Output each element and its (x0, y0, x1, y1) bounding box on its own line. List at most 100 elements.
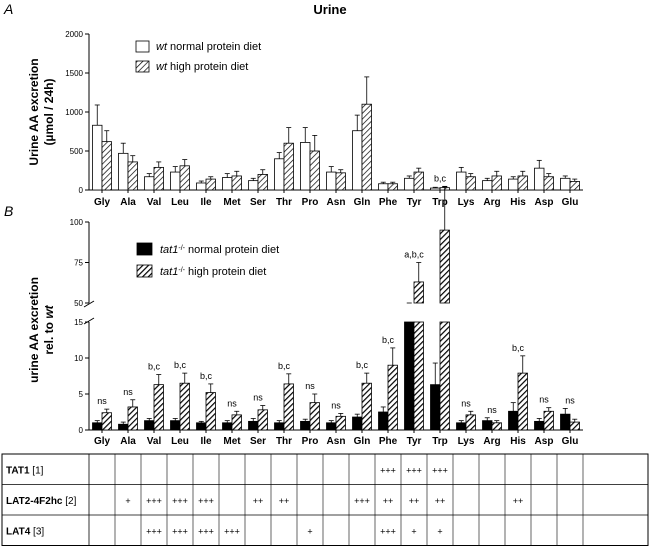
chart-b-axis-break (83, 317, 95, 325)
table-cell: +++ (172, 496, 188, 506)
chart-b-category-label: Lys (458, 436, 475, 447)
chart-b-significance-label: a,b,c (404, 250, 424, 260)
chart-b-bar-series-1 (491, 422, 502, 431)
chart-b-bar-series-1 (387, 364, 398, 431)
chart-b-significance-label: b,c (434, 173, 447, 183)
table-cell: + (437, 526, 442, 536)
chart-a-bar-series-1 (257, 173, 268, 191)
chart-a-bar-series-0 (170, 171, 181, 191)
chart-b-ytick-label: 5 (79, 390, 84, 399)
chart-a-bar-series-0 (378, 183, 389, 191)
chart-b-bar-series-0 (404, 321, 415, 431)
chart-b-ytick-label: 100 (70, 218, 84, 227)
chart-a-legend-swatch (135, 40, 150, 53)
chart-a-category-label: Asp (535, 197, 554, 208)
chart-b-category-label: Ile (200, 436, 212, 447)
chart-a-category-label: Gly (94, 197, 111, 208)
table-cell: +++ (432, 465, 448, 475)
table-cell: + (125, 496, 130, 506)
chart-b-bar-series-0 (144, 420, 155, 431)
chart-a-bar-series-1 (543, 176, 554, 191)
chart-b-legend-swatch (136, 264, 153, 278)
table-cell: ++ (279, 496, 290, 506)
table-cell: ++ (435, 496, 446, 506)
table-cell: ++ (383, 496, 394, 506)
chart-a-ytick-label: 1500 (65, 69, 83, 78)
table-cell: +++ (380, 526, 396, 536)
chart-b-significance-label: ns (331, 400, 341, 410)
chart-b-category-label: Tyr (407, 436, 422, 447)
chart-b-category-label: Ala (120, 436, 136, 447)
chart-b-ytick-label: 50 (74, 299, 83, 308)
chart-a-category-label: Tyr (407, 197, 422, 208)
chart-a-bar-series-1 (283, 142, 294, 191)
chart-b-category-label: His (510, 436, 526, 447)
chart-a-category-label: Met (223, 197, 241, 208)
chart-a-bar-series-0 (144, 176, 155, 191)
chart-a-bar-series-0 (352, 130, 363, 191)
chart-a-category-label: Asn (327, 197, 346, 208)
chart-a-bar-series-0 (430, 187, 441, 191)
chart-b-category-label: Met (223, 436, 241, 447)
chart-a-bar-series-0 (508, 178, 519, 191)
chart-b-category-label: Glu (562, 436, 579, 447)
panel-b-label: B (4, 203, 13, 219)
chart-b-significance-label: b,c (200, 371, 213, 381)
chart-b-category-label: Phe (379, 436, 398, 447)
chart-a-bar-series-0 (534, 167, 545, 191)
chart-a-category-label: His (510, 197, 526, 208)
chart-b-significance-label: ns (565, 395, 575, 405)
chart-b-significance-label: ns (487, 405, 497, 415)
chart-b-bar-series-0 (326, 422, 337, 431)
chart-b-ytick-label: 10 (74, 354, 83, 363)
chart-a-bar-series-0 (456, 171, 467, 191)
chart-b-bar-series-1-upper (439, 229, 450, 304)
chart-b-significance-label: b,c (148, 362, 161, 372)
chart-b-ytick-label: 75 (74, 259, 83, 268)
chart-a-category-label: Val (147, 197, 162, 208)
chart-b-bar-series-1 (517, 372, 528, 431)
chart-b-bar-series-0 (508, 410, 519, 431)
chart-b-bar-series-1 (205, 392, 216, 431)
chart-a-legend-label: wt high protein diet (156, 61, 248, 73)
table-cell: +++ (406, 465, 422, 475)
chart-b-significance-label: ns (461, 398, 471, 408)
chart-b-significance-label: ns (253, 393, 263, 403)
chart-a-bar-series-1 (569, 181, 580, 191)
chart-b-significance-label: ns (227, 398, 237, 408)
chart-a-bar-series-0 (326, 171, 337, 191)
chart-b-significance-label: b,c (512, 343, 525, 353)
table-cell: ++ (409, 496, 420, 506)
table-cell: ++ (513, 496, 524, 506)
chart-b-bar-series-0 (430, 384, 441, 431)
chart-a-bar-series-1 (231, 175, 242, 191)
chart-a-bar-series-1 (205, 178, 216, 191)
chart-a-bar-series-1 (465, 176, 476, 191)
chart-a-bar-series-1 (335, 172, 346, 191)
chart-b-bar-series-1 (309, 402, 320, 431)
chart-a-bar-series-0 (92, 124, 103, 191)
chart-b-bar-series-1 (465, 414, 476, 431)
chart-b-bar-series-0 (118, 423, 129, 431)
table-cell: +++ (198, 496, 214, 506)
table-row-label: TAT1 [1] (6, 465, 44, 476)
chart-b-significance-label: ns (97, 396, 107, 406)
chart-a-bar-series-0 (300, 142, 311, 191)
table-cell: +++ (146, 496, 162, 506)
chart-b-ytick-label: 15 (74, 318, 83, 327)
chart-b-bar-series-1 (413, 321, 424, 431)
chart-b-category-label: Trp (432, 436, 448, 447)
chart-a-bar-series-1 (179, 165, 190, 191)
chart-b-axis-break (83, 300, 95, 308)
table-cell: +++ (354, 496, 370, 506)
table-cell: +++ (172, 526, 188, 536)
transporter-table (1, 453, 649, 546)
chart-b-bar-series-0 (248, 420, 259, 431)
chart-b-bar-series-1 (543, 410, 554, 431)
chart-a-bar-series-0 (404, 177, 415, 191)
chart-a-ytick-label: 1000 (65, 108, 83, 117)
chart-b-bar-series-1 (127, 406, 138, 431)
chart-b-significance-label: b,c (382, 335, 395, 345)
chart-b-category-label: Ser (250, 436, 266, 447)
